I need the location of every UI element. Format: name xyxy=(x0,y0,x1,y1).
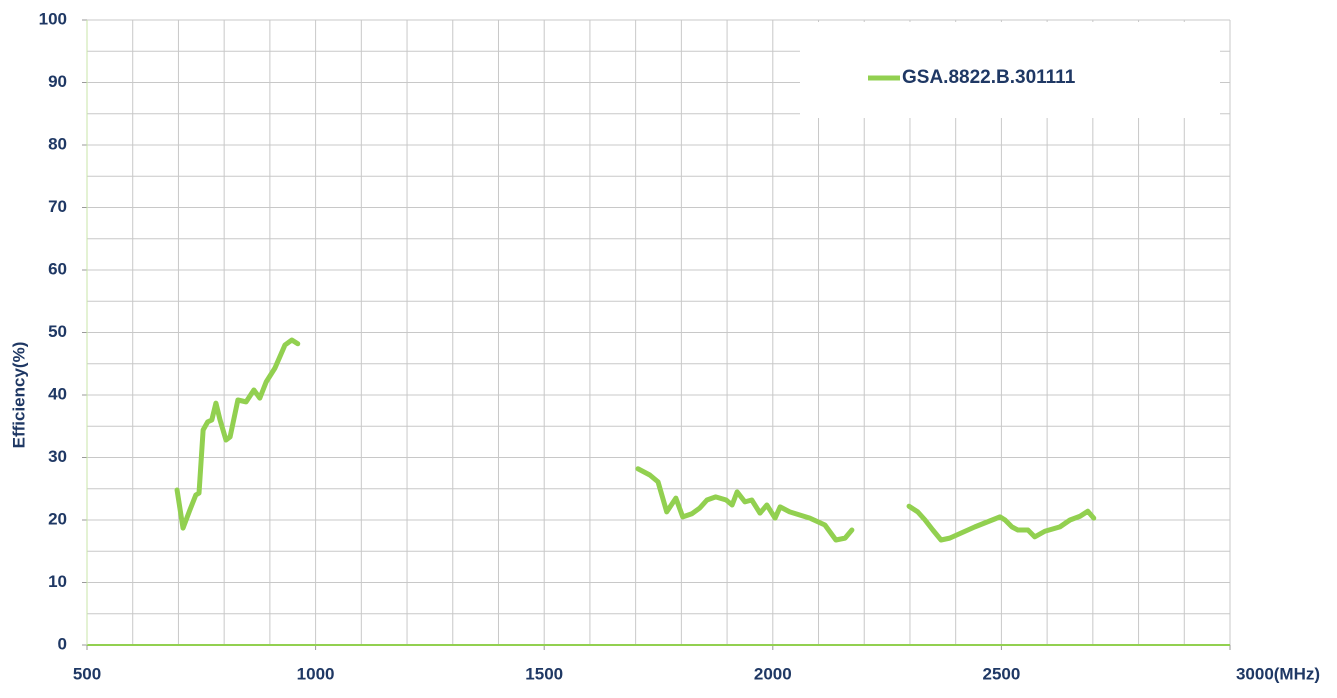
x-tick-label: 2500 xyxy=(982,664,1020,683)
y-tick-label: 0 xyxy=(58,634,67,653)
y-tick-label: 10 xyxy=(48,572,67,591)
y-axis-label: Efficiency(%) xyxy=(9,342,28,449)
y-tick-label: 90 xyxy=(48,72,67,91)
y-tick-label: 70 xyxy=(48,197,67,216)
x-tick-label: 3000(MHz) xyxy=(1236,664,1320,683)
x-tick-label: 500 xyxy=(73,664,101,683)
y-tick-label: 60 xyxy=(48,259,67,278)
x-tick-label: 2000 xyxy=(754,664,792,683)
x-tick-label: 1000 xyxy=(297,664,335,683)
y-tick-label: 30 xyxy=(48,447,67,466)
x-tick-label: 1500 xyxy=(525,664,563,683)
y-tick-label: 80 xyxy=(48,134,67,153)
y-tick-label: 20 xyxy=(48,509,67,528)
legend-box xyxy=(800,22,1220,118)
y-tick-label: 50 xyxy=(48,322,67,341)
y-tick-label: 100 xyxy=(39,9,67,28)
line-series xyxy=(174,337,1097,543)
y-tick-label: 40 xyxy=(48,384,67,403)
legend-label: GSA.8822.B.301111 xyxy=(902,67,1076,88)
